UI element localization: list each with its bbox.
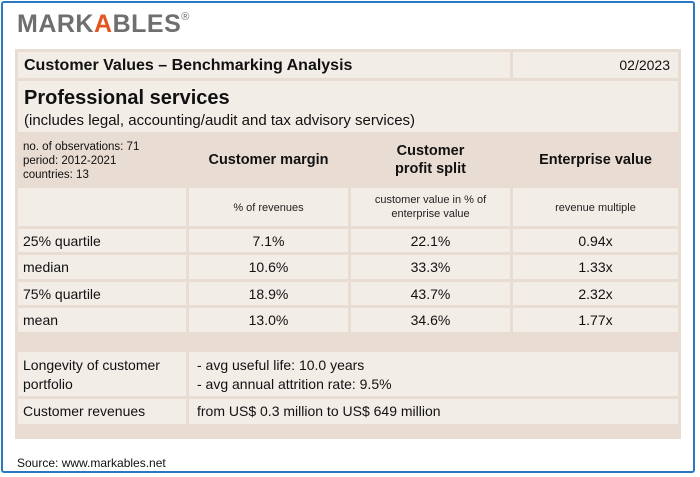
page-title: Customer Values – Benchmarking Analysis — [24, 57, 353, 74]
table-cell: 34.6% — [351, 308, 510, 332]
header-title-cell: Customer Values – Benchmarking Analysis — [18, 52, 510, 78]
table-cell: 0.94x — [513, 229, 678, 252]
units-label-cell — [18, 188, 186, 226]
revenues-label-cell: Customer revenues — [18, 399, 186, 424]
table-cell: 33.3% — [351, 255, 510, 279]
markables-logo: MARKABLES® — [17, 10, 190, 38]
table-row-label: 25% quartile — [18, 229, 186, 252]
meta-cell: no. of observations: 71 period: 2012-202… — [18, 135, 186, 185]
section-title: Professional services — [24, 87, 230, 109]
table-row-label: median — [18, 255, 186, 279]
unit-ev: revenue multiple — [513, 188, 678, 226]
longevity-value-cell: - avg useful life: 10.0 years - avg annu… — [189, 352, 678, 396]
benchmark-table: Customer Values – Benchmarking Analysis … — [15, 49, 681, 439]
table-cell: 1.77x — [513, 308, 678, 332]
source-note: Source: www.markables.net — [17, 456, 166, 470]
table-cell: 2.32x — [513, 282, 678, 305]
table-cell: 10.6% — [189, 255, 348, 279]
header-date-cell: 02/2023 — [513, 52, 678, 78]
col-header-margin: Customer margin — [189, 135, 348, 185]
col-header-ev: Enterprise value — [513, 135, 678, 185]
table-cell: 18.9% — [189, 282, 348, 305]
table-row-label: 75% quartile — [18, 282, 186, 305]
table-cell: 13.0% — [189, 308, 348, 332]
section-cell: Professional services (includes legal, a… — [18, 81, 678, 132]
table-cell: 22.1% — [351, 229, 510, 252]
table-cell: 43.7% — [351, 282, 510, 305]
longevity-label-cell: Longevity of customer portfolio — [18, 352, 186, 396]
table-cell: 7.1% — [189, 229, 348, 252]
meta-period: period: 2012-2021 — [23, 155, 117, 167]
meta-observations: no. of observations: 71 — [23, 141, 140, 153]
unit-split: customer value in % of enterprise value — [351, 188, 510, 226]
col-header-split: Customer profit split — [351, 135, 510, 185]
revenues-value-cell: from US$ 0.3 million to US$ 649 million — [189, 399, 678, 424]
table-cell: 1.33x — [513, 255, 678, 279]
spacer-row — [18, 335, 678, 349]
table-row-label: mean — [18, 308, 186, 332]
meta-countries: countries: 13 — [23, 169, 89, 181]
unit-margin: % of revenues — [189, 188, 348, 226]
report-date: 02/2023 — [619, 57, 670, 73]
section-subtitle: (includes legal, accounting/audit and ta… — [24, 112, 416, 129]
